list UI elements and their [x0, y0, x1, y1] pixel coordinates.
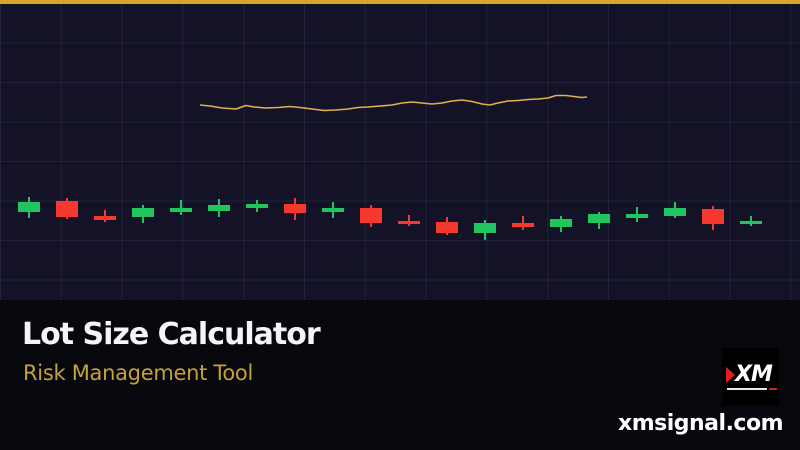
- candle-body-up: [550, 219, 572, 227]
- bottom-panel: [0, 300, 800, 450]
- candle-body-down: [702, 209, 724, 224]
- candle-body-down: [360, 208, 382, 223]
- logo-underline: [727, 388, 767, 390]
- xm-logo: XM: [722, 348, 779, 406]
- page-title: Lot Size Calculator: [22, 317, 321, 352]
- price-sparkline: [199, 94, 588, 112]
- candle-body-down: [436, 222, 458, 233]
- candle-body-up: [588, 214, 610, 223]
- top-accent-bar: [0, 0, 800, 4]
- candle-body-down: [56, 201, 78, 217]
- chart-canvas: [18, 94, 762, 240]
- candle-body-up: [208, 205, 230, 211]
- candle-body-up: [626, 214, 648, 218]
- candle-body-up: [664, 208, 686, 216]
- logo-underline-accent: [769, 388, 777, 390]
- play-triangle-icon: [726, 367, 735, 383]
- candle-body-down: [284, 204, 306, 213]
- candle-body-up: [170, 208, 192, 212]
- page-subtitle: Risk Management Tool: [23, 361, 254, 385]
- candle-body-up: [474, 223, 496, 233]
- candle-body-up: [322, 208, 344, 212]
- candle-body-down: [398, 221, 420, 224]
- candle-body-up: [132, 208, 154, 217]
- candle-body-up: [246, 204, 268, 208]
- candle-body-up: [18, 202, 40, 212]
- candle-body-down: [94, 216, 116, 220]
- candlestick-chart: [0, 0, 800, 300]
- candle-body-down: [512, 223, 534, 227]
- candle-body-up: [740, 221, 762, 224]
- xm-logo-letters: XM: [735, 362, 773, 387]
- website-url: xmsignal.com: [618, 411, 783, 436]
